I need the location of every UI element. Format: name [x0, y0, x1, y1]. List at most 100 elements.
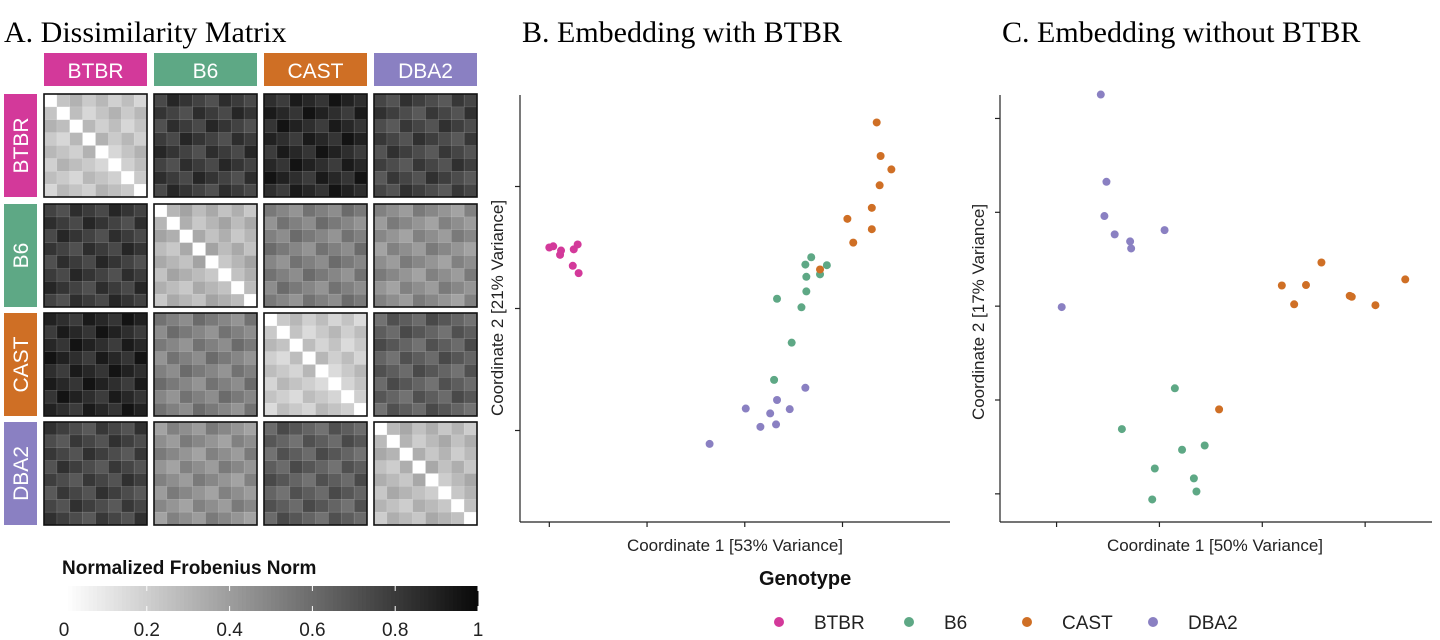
- heatmap-cell: [166, 390, 180, 404]
- heatmap-cell: [82, 473, 96, 487]
- heatmap-cell: [276, 171, 290, 185]
- heatmap-cell: [205, 268, 219, 282]
- heatmap-cell: [134, 364, 148, 378]
- row-label-btbr: BTBR: [10, 117, 33, 173]
- heatmap-cell: [399, 338, 413, 352]
- heatmap-cell: [166, 184, 180, 198]
- heatmap-cell: [264, 325, 278, 339]
- heatmap-cell: [315, 145, 329, 159]
- heatmap-cell: [315, 216, 329, 230]
- heatmap-cell: [374, 486, 388, 500]
- heatmap-cell: [95, 216, 109, 230]
- heatmap-cell: [425, 364, 439, 378]
- heatmap-cell: [315, 158, 329, 172]
- colorbar-swatch: [449, 586, 454, 611]
- heatmap-cell: [386, 338, 400, 352]
- heatmap-cell: [464, 460, 478, 474]
- heatmap-cell: [134, 377, 148, 391]
- heatmap-cell: [205, 460, 219, 474]
- colorbar-tick-label: 0.4: [216, 620, 243, 640]
- heatmap-cell: [289, 325, 303, 339]
- heatmap-cell: [289, 447, 303, 461]
- colorbar-swatch: [208, 586, 214, 611]
- heatmap-cell: [218, 434, 232, 448]
- heatmap-cell: [412, 313, 426, 327]
- heatmap-cell: [154, 281, 168, 295]
- heatmap-block-border: [263, 421, 368, 526]
- heatmap-cell: [108, 281, 122, 295]
- heatmap-cell: [302, 94, 316, 108]
- colorbar-swatch: [395, 586, 400, 611]
- heatmap-cell: [218, 255, 232, 269]
- panel-b-point-b6: [801, 260, 810, 269]
- heatmap-cell: [244, 216, 258, 230]
- heatmap-cell: [56, 313, 70, 327]
- column-strip-cast: [264, 53, 367, 86]
- heatmap-cell: [354, 216, 368, 230]
- heatmap-cell: [56, 216, 70, 230]
- heatmap-cell: [205, 422, 219, 436]
- row-strip-b6: [4, 204, 37, 307]
- heatmap-cell: [134, 145, 148, 159]
- colorbar-swatch: [308, 586, 313, 611]
- heatmap-cell: [412, 268, 426, 282]
- heatmap-cell: [44, 447, 58, 461]
- heatmap-cell: [412, 338, 426, 352]
- heatmap-cell: [69, 313, 83, 327]
- heatmap-cell: [82, 255, 96, 269]
- heatmap-cell: [302, 434, 316, 448]
- colorbar-swatch: [101, 586, 106, 611]
- heatmap-cell: [121, 281, 135, 295]
- heatmap-cell: [121, 364, 135, 378]
- heatmap-cell: [44, 158, 58, 172]
- colorbar-swatch: [366, 586, 371, 611]
- heatmap-cell: [179, 119, 193, 133]
- heatmap-cell: [69, 242, 83, 256]
- heatmap-cell: [302, 158, 316, 172]
- column-strip-btbr: [44, 53, 147, 86]
- heatmap-block-border: [373, 93, 478, 198]
- heatmap-cell: [205, 486, 219, 500]
- heatmap-cell: [69, 499, 83, 513]
- heatmap-cell: [276, 499, 290, 513]
- heatmap-cell: [134, 255, 148, 269]
- panel-b-point-btbr: [573, 240, 582, 249]
- heatmap-cell: [464, 338, 478, 352]
- heatmap-cell: [276, 268, 290, 282]
- heatmap-cell: [289, 158, 303, 172]
- heatmap-cell: [289, 403, 303, 417]
- heatmap-cell: [451, 460, 465, 474]
- colorbar-swatch: [424, 586, 429, 611]
- heatmap-cell: [412, 204, 426, 218]
- heatmap-cell: [231, 351, 245, 365]
- heatmap-cell: [95, 242, 109, 256]
- heatmap-cell: [399, 434, 413, 448]
- heatmap-cell: [374, 434, 388, 448]
- heatmap-cell: [289, 255, 303, 269]
- heatmap-cell: [328, 294, 342, 308]
- heatmap-cell: [438, 204, 452, 218]
- heatmap-cell: [328, 119, 342, 133]
- heatmap-cell: [399, 255, 413, 269]
- heatmap-cell: [464, 499, 478, 513]
- panel-b-point-b6: [822, 261, 831, 270]
- heatmap-cell: [82, 158, 96, 172]
- heatmap-cell: [264, 364, 278, 378]
- heatmap-cell: [192, 351, 206, 365]
- panel-c-point-cast: [1347, 292, 1356, 301]
- heatmap-cell: [44, 473, 58, 487]
- heatmap-cell: [56, 460, 70, 474]
- heatmap-cell: [386, 460, 400, 474]
- heatmap-cell: [341, 294, 355, 308]
- heatmap-cell: [179, 229, 193, 243]
- heatmap-block-border: [263, 203, 368, 308]
- heatmap-cell: [341, 422, 355, 436]
- legend-key-btbr: [774, 617, 784, 627]
- heatmap-cell: [354, 229, 368, 243]
- heatmap-cell: [264, 94, 278, 108]
- heatmap-cell: [56, 119, 70, 133]
- heatmap-cell: [341, 325, 355, 339]
- heatmap-cell: [154, 434, 168, 448]
- heatmap-cell: [244, 242, 258, 256]
